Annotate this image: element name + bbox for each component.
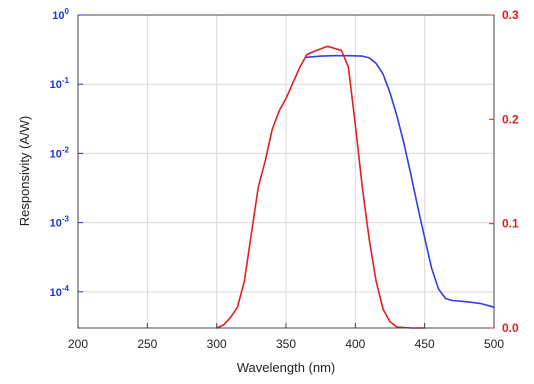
x-tick-label: 250: [137, 337, 157, 351]
series-layer: [215, 45, 495, 329]
left-tick-label: 10-3: [50, 215, 70, 230]
left-axis: 100 10-1 10-2 10-3 10-4: [50, 7, 83, 299]
series-line-left-axis: [305, 54, 495, 309]
right-tick-label: 0.1: [502, 217, 519, 231]
left-tick-label: 10-1: [50, 76, 70, 91]
x-axis-label: Wavelength (nm): [237, 360, 336, 375]
right-tick-label: 0.2: [502, 112, 519, 126]
x-tick-label: 200: [68, 337, 88, 351]
x-tick-label: 300: [207, 337, 227, 351]
left-tick-label: 100: [52, 7, 69, 22]
y-axis-label: Responsivity (A/W): [17, 116, 32, 227]
x-tick-label: 350: [276, 337, 296, 351]
x-tick-label: 400: [345, 337, 365, 351]
grid-layer: [78, 15, 494, 328]
series-line-right-axis: [215, 45, 426, 329]
right-axis: 0.0 0.1 0.2 0.3: [489, 8, 519, 335]
x-tick-label: 500: [484, 337, 504, 351]
x-tick-label: 450: [415, 337, 435, 351]
right-tick-label: 0.0: [502, 321, 519, 335]
left-tick-label: 10-2: [50, 145, 70, 160]
left-tick-label: 10-4: [50, 284, 70, 299]
x-axis: 200 250 300 350 400 450 500: [68, 323, 504, 351]
right-tick-label: 0.3: [502, 8, 519, 22]
